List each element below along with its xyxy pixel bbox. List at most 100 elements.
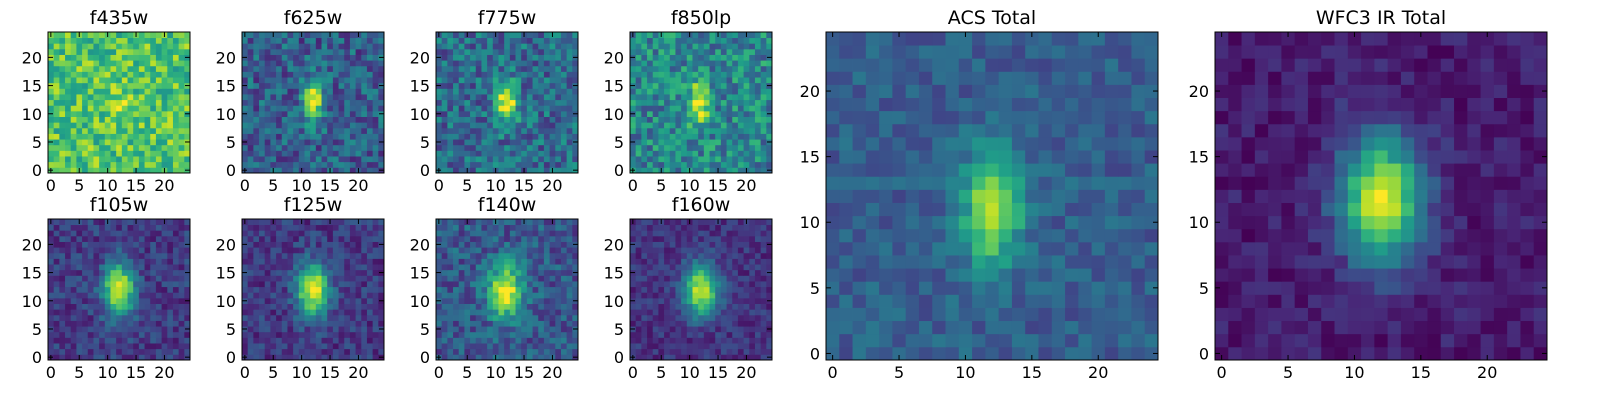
heatmap-cell <box>441 292 448 299</box>
heatmap-cell <box>338 60 345 67</box>
heatmap-cell <box>161 110 168 117</box>
heatmap-cell <box>720 337 727 344</box>
heatmap-cell <box>172 252 180 259</box>
heatmap-cell <box>315 139 322 146</box>
heatmap-cell <box>172 88 180 95</box>
heatmap-cell <box>327 269 334 276</box>
heatmap-cell <box>310 354 317 361</box>
heatmap-cell <box>630 48 637 55</box>
heatmap-cell <box>281 116 288 123</box>
heatmap-cell <box>264 133 271 140</box>
heatmap-cell <box>155 156 162 163</box>
heatmap-cell <box>436 37 443 44</box>
heatmap-cell <box>458 337 465 344</box>
heatmap-cell <box>315 48 322 55</box>
heatmap-cell <box>538 258 545 265</box>
heatmap-cell <box>93 348 100 355</box>
heatmap-cell <box>144 252 151 259</box>
x-tick-label: 20 <box>348 176 368 195</box>
heatmap-cell <box>355 309 362 316</box>
heatmap-cell <box>48 292 55 299</box>
heatmap-cell <box>70 258 77 265</box>
heatmap-cell <box>327 139 334 146</box>
heatmap-cell <box>247 331 254 338</box>
heatmap-cell <box>338 286 345 293</box>
heatmap-cell <box>327 150 334 157</box>
heatmap-cell <box>447 303 454 310</box>
y-tick-label: 10 <box>22 105 42 124</box>
heatmap-cell <box>664 37 671 44</box>
heatmap-cell <box>470 286 477 293</box>
heatmap-cell <box>658 60 665 67</box>
heatmap-cell <box>509 156 516 163</box>
heatmap-cell <box>441 281 448 288</box>
heatmap-cell <box>509 127 516 134</box>
heatmap-cell <box>378 144 385 151</box>
y-tick-label: 5 <box>614 133 624 152</box>
heatmap-cell <box>732 77 739 84</box>
heatmap-cell <box>270 161 277 168</box>
heatmap-cell <box>76 326 83 333</box>
heatmap-cell <box>332 337 339 344</box>
heatmap-cell <box>538 286 545 293</box>
heatmap-cell <box>259 82 266 89</box>
heatmap-cell <box>315 292 322 299</box>
heatmap-cell <box>298 292 305 299</box>
heatmap-cell <box>349 77 356 84</box>
heatmap-cell <box>259 219 266 226</box>
heatmap-cell <box>749 133 756 140</box>
heatmap-cell <box>515 297 522 304</box>
heatmap-cell <box>475 235 482 242</box>
heatmap-cell <box>498 241 505 248</box>
heatmap-cell <box>526 314 533 321</box>
heatmap-cell <box>647 88 654 95</box>
heatmap-cell <box>253 219 260 226</box>
heatmap-cell <box>93 331 100 338</box>
axes-frame <box>435 218 579 361</box>
heatmap-cell <box>543 43 550 50</box>
heatmap-cell <box>504 241 511 248</box>
heatmap-cell <box>276 133 283 140</box>
heatmap-cell <box>366 348 374 355</box>
heatmap-cell <box>509 167 516 174</box>
heatmap-cell <box>366 331 374 338</box>
heatmap-cell <box>82 230 89 237</box>
x-tick-label: 15 <box>514 363 534 382</box>
heatmap-cell <box>150 71 157 78</box>
heatmap-cell <box>172 281 180 288</box>
heatmap-cell <box>641 82 648 89</box>
heatmap-cell <box>59 167 66 174</box>
heatmap-cell <box>538 348 545 355</box>
heatmap-cell <box>344 60 351 67</box>
heatmap-cell <box>492 161 499 168</box>
heatmap-cell <box>144 133 151 140</box>
heatmap-cell <box>155 48 162 55</box>
heatmap-cell <box>110 156 117 163</box>
heatmap-cell <box>110 48 117 55</box>
heatmap-cell <box>698 48 705 55</box>
heatmap-cell <box>509 219 516 226</box>
heatmap-cell <box>555 37 562 44</box>
heatmap-cell <box>76 161 83 168</box>
heatmap-cell <box>321 354 328 361</box>
heatmap-cell <box>566 241 573 248</box>
heatmap-cell <box>652 269 659 276</box>
heatmap-cell <box>321 99 328 106</box>
heatmap-cell <box>692 167 699 174</box>
heatmap-cell <box>720 331 727 338</box>
heatmap-cell <box>686 320 693 327</box>
heatmap-cell <box>504 264 511 271</box>
heatmap-cell <box>470 343 477 350</box>
heatmap-cell <box>675 94 682 101</box>
heatmap-cell <box>664 297 671 304</box>
heatmap-cell <box>641 37 648 44</box>
heatmap-cell <box>104 337 111 344</box>
heatmap-cell <box>150 54 157 61</box>
heatmap-cell <box>436 264 443 271</box>
heatmap-cell <box>93 43 100 50</box>
heatmap-cell <box>264 269 271 276</box>
heatmap-cell <box>549 94 556 101</box>
heatmap-cell <box>253 337 260 344</box>
heatmap-cell <box>692 48 699 55</box>
heatmap-cell <box>641 48 648 55</box>
